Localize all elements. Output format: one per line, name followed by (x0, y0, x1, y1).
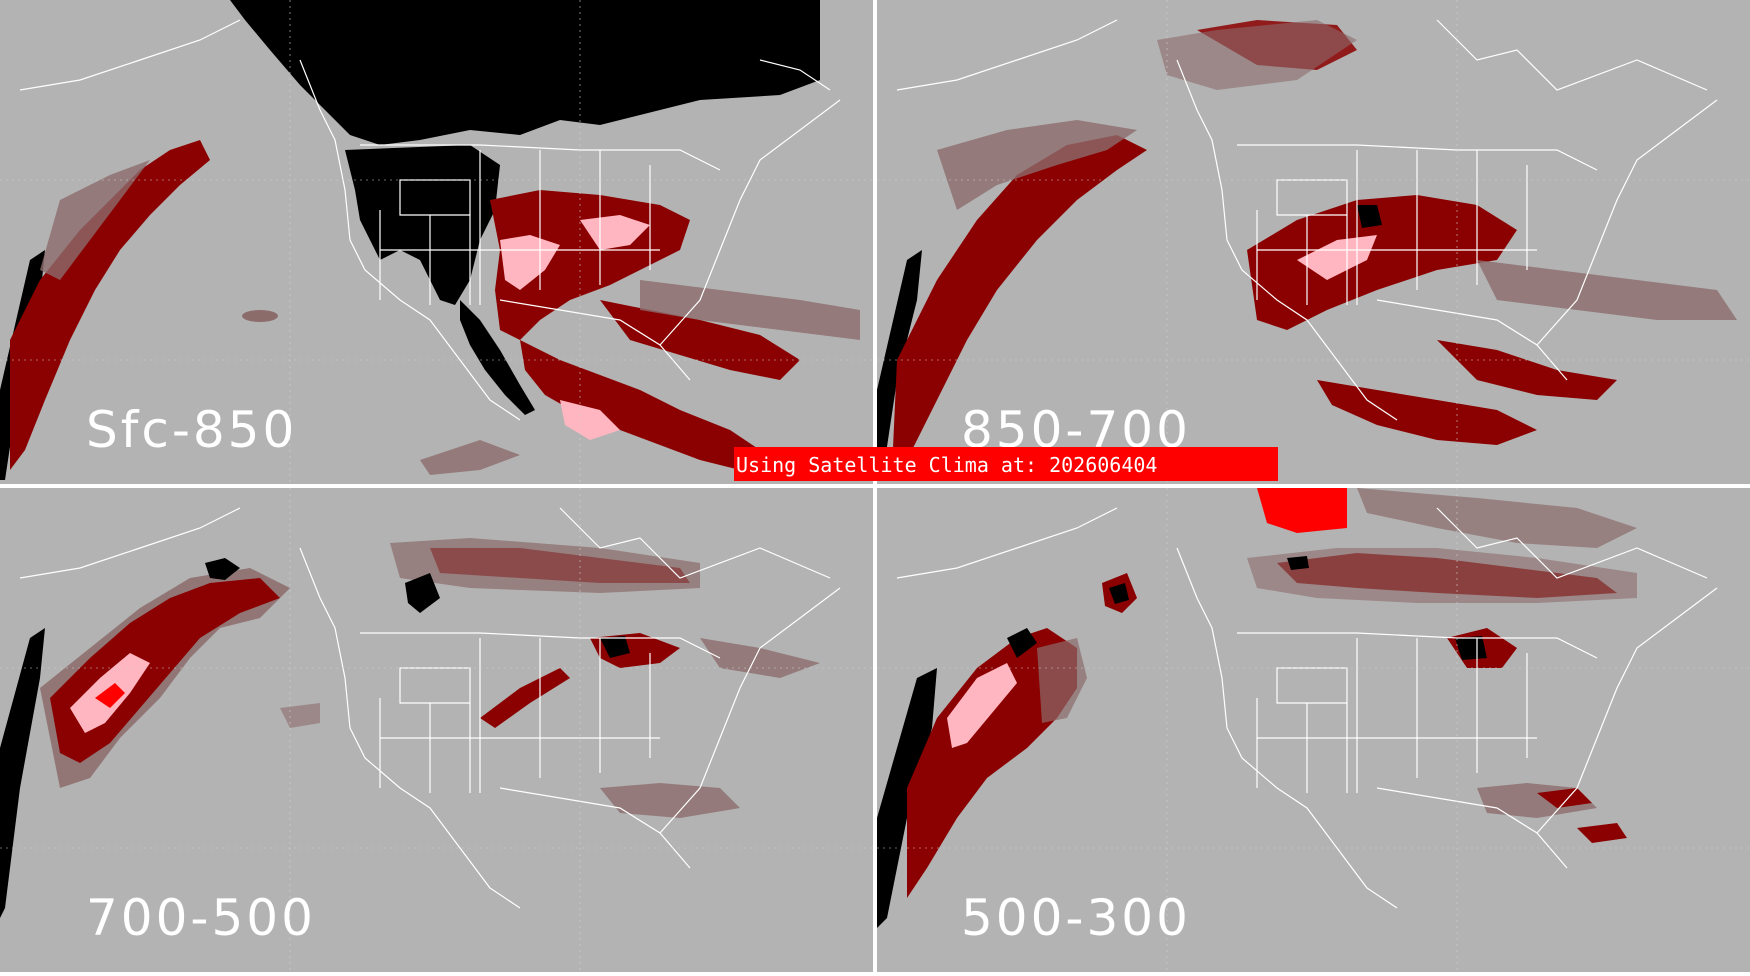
brown-haze-north (1157, 20, 1357, 90)
deep-red-band-gulf (1317, 380, 1537, 445)
brown-haze-pacific (937, 120, 1137, 210)
panel-sfc-850-map (0, 0, 873, 484)
brown-haze-gulf (600, 783, 740, 818)
brown-haze-4 (242, 310, 278, 322)
deep-red-band-pacific (892, 135, 1147, 470)
brown-haze-south (280, 703, 320, 728)
brown-haze-north-top (1357, 488, 1637, 548)
panel-label: 500-300 (961, 889, 1191, 947)
brown-haze-2 (640, 280, 860, 340)
brown-haze-1 (40, 160, 150, 280)
deep-red-band-diagonal (480, 668, 570, 728)
bright-red-top (1257, 488, 1347, 533)
panel-700-500-map (0, 488, 873, 972)
dark-region-west-edge (0, 628, 45, 918)
panel-850-700-map (877, 0, 1750, 484)
panel-500-300: 500-300 (877, 488, 1750, 972)
dark-region-canada (230, 0, 820, 145)
brown-haze-east (700, 638, 820, 678)
satellite-clima-banner: Using Satellite Clima at: 202606404 (734, 447, 1278, 481)
pink-highlight-1 (947, 663, 1017, 748)
panel-label: Sfc-850 (86, 401, 298, 459)
dark-blob-east (1455, 636, 1487, 660)
deep-red-band-south (1577, 823, 1627, 843)
dark-blob-mid (405, 573, 440, 613)
dark-blob-1 (1007, 628, 1037, 658)
dark-blob-1 (205, 558, 240, 580)
deep-red-band-pacific (907, 628, 1077, 898)
panel-700-500: 700-500 (0, 488, 873, 972)
panel-label: 700-500 (86, 889, 316, 947)
panel-label: 850-700 (961, 401, 1191, 459)
red-accent-1 (95, 683, 125, 708)
brown-haze-3 (420, 440, 520, 475)
deep-red-band-caribbean (1537, 788, 1592, 808)
outline-layer (19, 19, 841, 421)
dark-region-west-us (345, 145, 500, 305)
deep-red-band-east-us (1247, 195, 1517, 330)
dark-blob-north (1287, 556, 1309, 570)
panel-500-300-map (877, 488, 1750, 972)
panel-sfc-850: Sfc-850 (0, 0, 873, 484)
dark-blob-east (600, 636, 630, 658)
pink-highlight-2 (580, 215, 650, 250)
pink-highlight-1 (500, 235, 560, 290)
panel-850-700: 850-700 (877, 0, 1750, 484)
deep-red-band-atlantic (1437, 340, 1617, 400)
pink-highlight-3 (560, 400, 620, 440)
dark-blob-2 (1109, 583, 1129, 604)
brown-haze-pacific (1037, 638, 1087, 723)
brown-haze-atlantic (1477, 260, 1737, 320)
deep-red-band-pacific (50, 578, 280, 763)
dark-region-mexico (460, 300, 535, 415)
dark-blob-east (1357, 205, 1382, 228)
brown-haze-north (1247, 548, 1637, 603)
brown-haze-north (390, 538, 700, 593)
